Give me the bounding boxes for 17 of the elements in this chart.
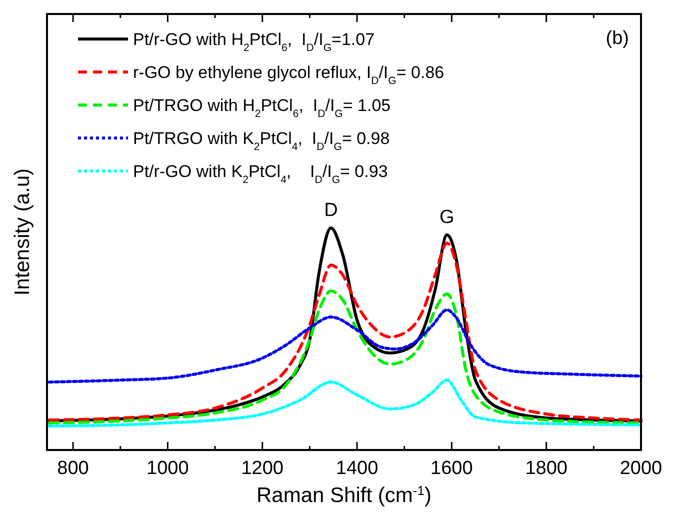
x-tick-label: 1800 (525, 458, 568, 479)
x-tick-label: 1600 (430, 458, 473, 479)
text: Pt/r-GO with H$_{2}$PtCl$_{6}$, I$_{D}$/I$_{G}$=1.07 (133, 30, 375, 54)
annotation: D (324, 200, 338, 222)
x-tick-label: 1200 (241, 458, 284, 479)
text: Pt/TRGO with H$_{2}$PtCl$_{6}$, I$_{D}$/I$_{G}$= 1.05 (133, 96, 391, 120)
x-tick-label: 800 (57, 458, 89, 479)
x-tick-label: 2000 (620, 458, 662, 479)
legend-label: r-GO by ethylene glycol reflux, I$_{D}$/I$_{G}$= 0.86 (133, 63, 444, 87)
text: Pt/r-GO with K$_{2}$PtCl$_{4}$, I$_{D}$/I$_{G}$= 0.93 (133, 162, 388, 186)
x-tick-label: 1400 (336, 458, 378, 479)
text: Pt/TRGO with K$_{2}$PtCl$_{4}$, I$_{D}$/I$_{G}$= 0.98 (133, 129, 390, 153)
x-axis-title: Raman Shift (cm$^{-1}$) (256, 482, 432, 507)
x-tick-label: 1000 (146, 458, 189, 479)
y-axis-title: Intensity (a.u) (11, 168, 34, 296)
text: (b) (606, 28, 629, 49)
annotation: G (440, 206, 454, 228)
